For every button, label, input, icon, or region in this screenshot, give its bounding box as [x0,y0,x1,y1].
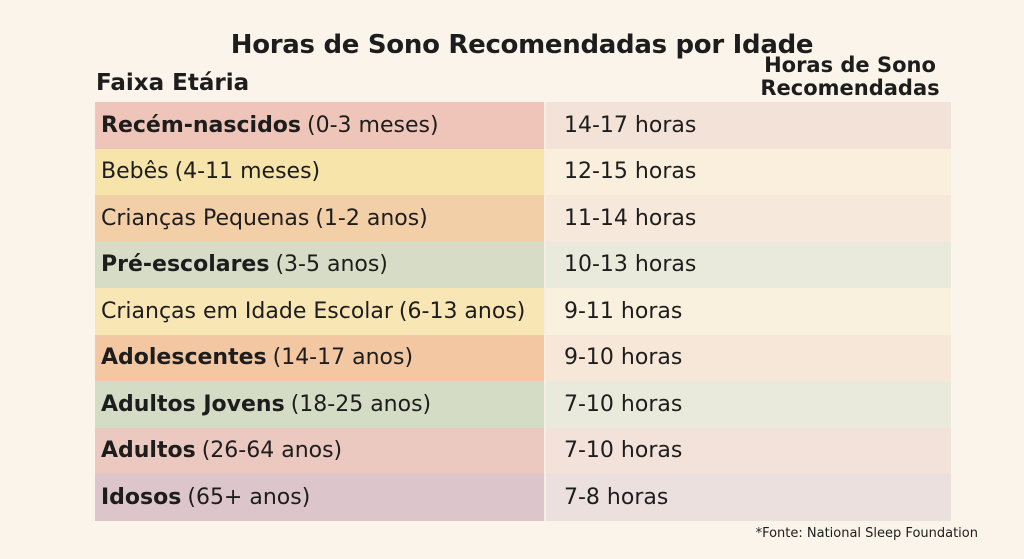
age-cell: Pré-escolares (3-5 anos) [95,241,546,288]
hours-cell: 7-10 horas [546,381,951,428]
table-row: Adultos Jovens (18-25 anos) 7-10 horas [95,381,951,428]
hours-cell: 11-14 horas [546,195,951,242]
hours-cell: 14-17 horas [546,102,951,149]
age-range-label: (65+ anos) [187,484,311,510]
hours-cell: 9-10 horas [546,334,951,381]
column-header-hours: Horas de Sono Recomendadas [760,53,940,100]
table-row: Recém-nascidos (0-3 meses) 14-17 horas [95,102,951,149]
age-range-label: (18-25 anos) [290,391,432,417]
age-range-label: (1-2 anos) [315,205,428,231]
age-cell: Adultos (26-64 anos) [95,427,546,474]
age-group-label: Adultos Jovens [101,391,285,417]
age-group-label: Bebês [101,159,169,185]
age-group-label: Crianças Pequenas [101,205,310,231]
age-range-label: (4-11 meses) [174,159,321,185]
age-cell: Bebês (4-11 meses) [95,148,546,195]
column-header-age: Faixa Etária [96,70,250,96]
age-cell: Crianças Pequenas (1-2 anos) [95,195,546,242]
hours-cell: 7-10 horas [546,427,951,474]
age-cell: Idosos (65+ anos) [95,474,546,521]
chart-title: Horas de Sono Recomendadas por Idade [230,30,814,60]
table-row: Adolescentes (14-17 anos) 9-10 horas [95,334,951,381]
table-row: Crianças Pequenas (1-2 anos) 11-14 horas [95,195,951,242]
age-group-label: Pré-escolares [101,252,270,278]
hours-cell: 10-13 horas [546,241,951,288]
age-cell: Recém-nascidos (0-3 meses) [95,102,546,149]
table-row: Bebês (4-11 meses) 12-15 horas [95,148,951,195]
hours-cell: 12-15 horas [546,148,951,195]
table-row: Pré-escolares (3-5 anos) 10-13 horas [95,241,951,288]
table-row: Adultos (26-64 anos) 7-10 horas [95,427,951,474]
hours-cell: 7-8 horas [546,474,951,521]
sleep-table: Recém-nascidos (0-3 meses) 14-17 horas Bebê… [95,102,951,521]
age-range-label: (0-3 meses) [307,112,439,138]
age-group-label: Crianças em Idade Escolar [101,298,393,324]
age-cell: Adolescentes (14-17 anos) [95,334,546,381]
age-group-label: Adolescentes [101,345,267,371]
age-range-label: (6-13 anos) [398,298,526,324]
age-range-label: (26-64 anos) [201,438,343,464]
hours-cell: 9-11 horas [546,288,951,335]
table-row: Idosos (65+ anos) 7-8 horas [95,474,951,521]
age-group-label: Recém-nascidos [101,112,302,138]
age-cell: Adultos Jovens (18-25 anos) [95,381,546,428]
age-group-label: Adultos [101,438,196,464]
age-group-label: Idosos [101,484,182,510]
age-range-label: (3-5 anos) [275,252,388,278]
age-range-label: (14-17 anos) [272,345,414,371]
age-cell: Crianças em Idade Escolar (6-13 anos) [95,288,546,335]
table-row: Crianças em Idade Escolar (6-13 anos) 9-11… [95,288,951,335]
source-footnote: *Fonte: National Sleep Foundation [755,526,978,541]
